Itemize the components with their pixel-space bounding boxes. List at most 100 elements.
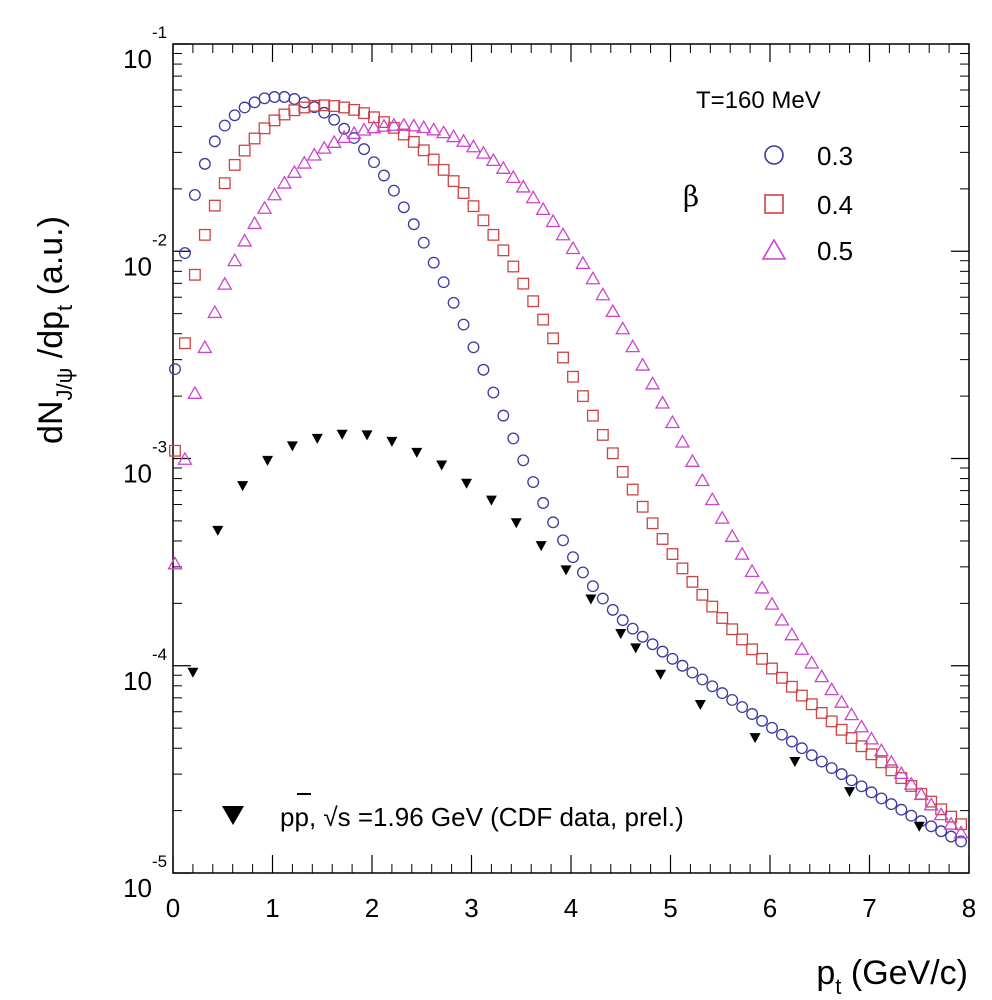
data-point [208,135,221,148]
data-point [306,147,322,161]
data-point [804,655,820,669]
data-point [815,706,828,719]
data-point [527,476,540,488]
data-point [258,122,271,135]
data-point [955,818,967,831]
data-point [298,101,311,114]
data-point [276,175,293,189]
data-point [238,144,251,157]
series-1 [169,99,967,831]
data-point [704,491,720,506]
data-point [595,287,611,301]
legend-marker-square [764,194,784,214]
data-point [207,304,223,319]
data-point [248,132,261,145]
legend-entry: 0.3 [764,141,853,171]
cdf-label-p2: p [294,802,308,832]
legend-header: T=160 MeV [696,87,821,114]
data-point [278,91,291,103]
data-point [228,158,241,171]
data-point [913,821,925,832]
data-point [318,106,331,119]
data-point [686,666,699,679]
data-point [606,447,619,460]
data-point [596,592,609,605]
data-point [427,256,440,269]
data-point [756,652,768,665]
data-point [308,99,321,112]
data-point [407,135,420,148]
series-3 [187,429,925,832]
data-point [535,201,551,216]
x-tick-label: 4 [564,893,578,923]
data-point [187,385,203,399]
data-point [749,733,761,744]
legend-label: 0.4 [817,190,853,220]
y-tick-label-base: 10 [123,666,152,696]
data-point [676,562,689,575]
x-tick-label: 6 [763,893,777,923]
data-point [875,756,888,769]
data-point [805,698,818,711]
data-point [167,556,183,570]
data-point [865,748,878,761]
y-tick-label-base: 10 [123,251,152,281]
data-point [557,534,569,547]
x-tick-label: 7 [862,893,876,923]
data-point [411,447,423,458]
x-tick-label: 0 [166,893,180,923]
data-point [286,441,298,452]
data-point [461,478,473,489]
data-point [228,109,241,122]
y-axis-title-sub2: t [52,305,77,311]
data-point [706,600,719,613]
data-point [457,187,470,199]
data-point [178,337,191,350]
data-point [368,156,380,169]
data-point [636,630,649,643]
data-point [567,551,579,564]
data-point [616,614,629,627]
data-point [447,175,460,188]
data-point [417,144,430,157]
data-point [397,128,410,141]
data-point [436,460,448,471]
data-point [923,797,939,811]
data-point [863,731,880,745]
data-point [686,575,699,588]
data-point [605,303,621,318]
data-point [656,533,669,545]
data-point [278,108,291,121]
data-point [744,563,760,578]
data-point [455,133,472,147]
data-point [477,363,490,376]
data-point [666,652,679,665]
x-tick-label: 8 [962,893,976,923]
data-point [336,129,352,143]
data-point [296,155,312,169]
data-point [789,757,801,768]
data-point [495,160,511,174]
data-point [437,163,450,176]
data-point [825,762,838,774]
cdf-legend: pp, √s =1.96 GeV (CDF data, prel.) [222,793,684,832]
data-point [794,641,810,655]
data-point [547,516,560,529]
data-point [227,252,243,267]
x-axis-title-unit: (GeV/c) [841,954,968,992]
y-axis-title-pre: dN [32,400,70,443]
data-point [913,786,929,801]
data-point [527,295,540,308]
data-point [726,623,739,636]
data-point [288,93,301,105]
legend-entry: 0.4 [764,190,853,220]
series-0 [169,91,967,848]
data-point [875,792,888,805]
data-point [218,177,231,190]
data-point [358,143,370,156]
data-point [684,453,701,467]
data-point [945,830,958,843]
y-tick-label-base: 10 [123,459,152,489]
legend-group-label: β [683,180,699,213]
